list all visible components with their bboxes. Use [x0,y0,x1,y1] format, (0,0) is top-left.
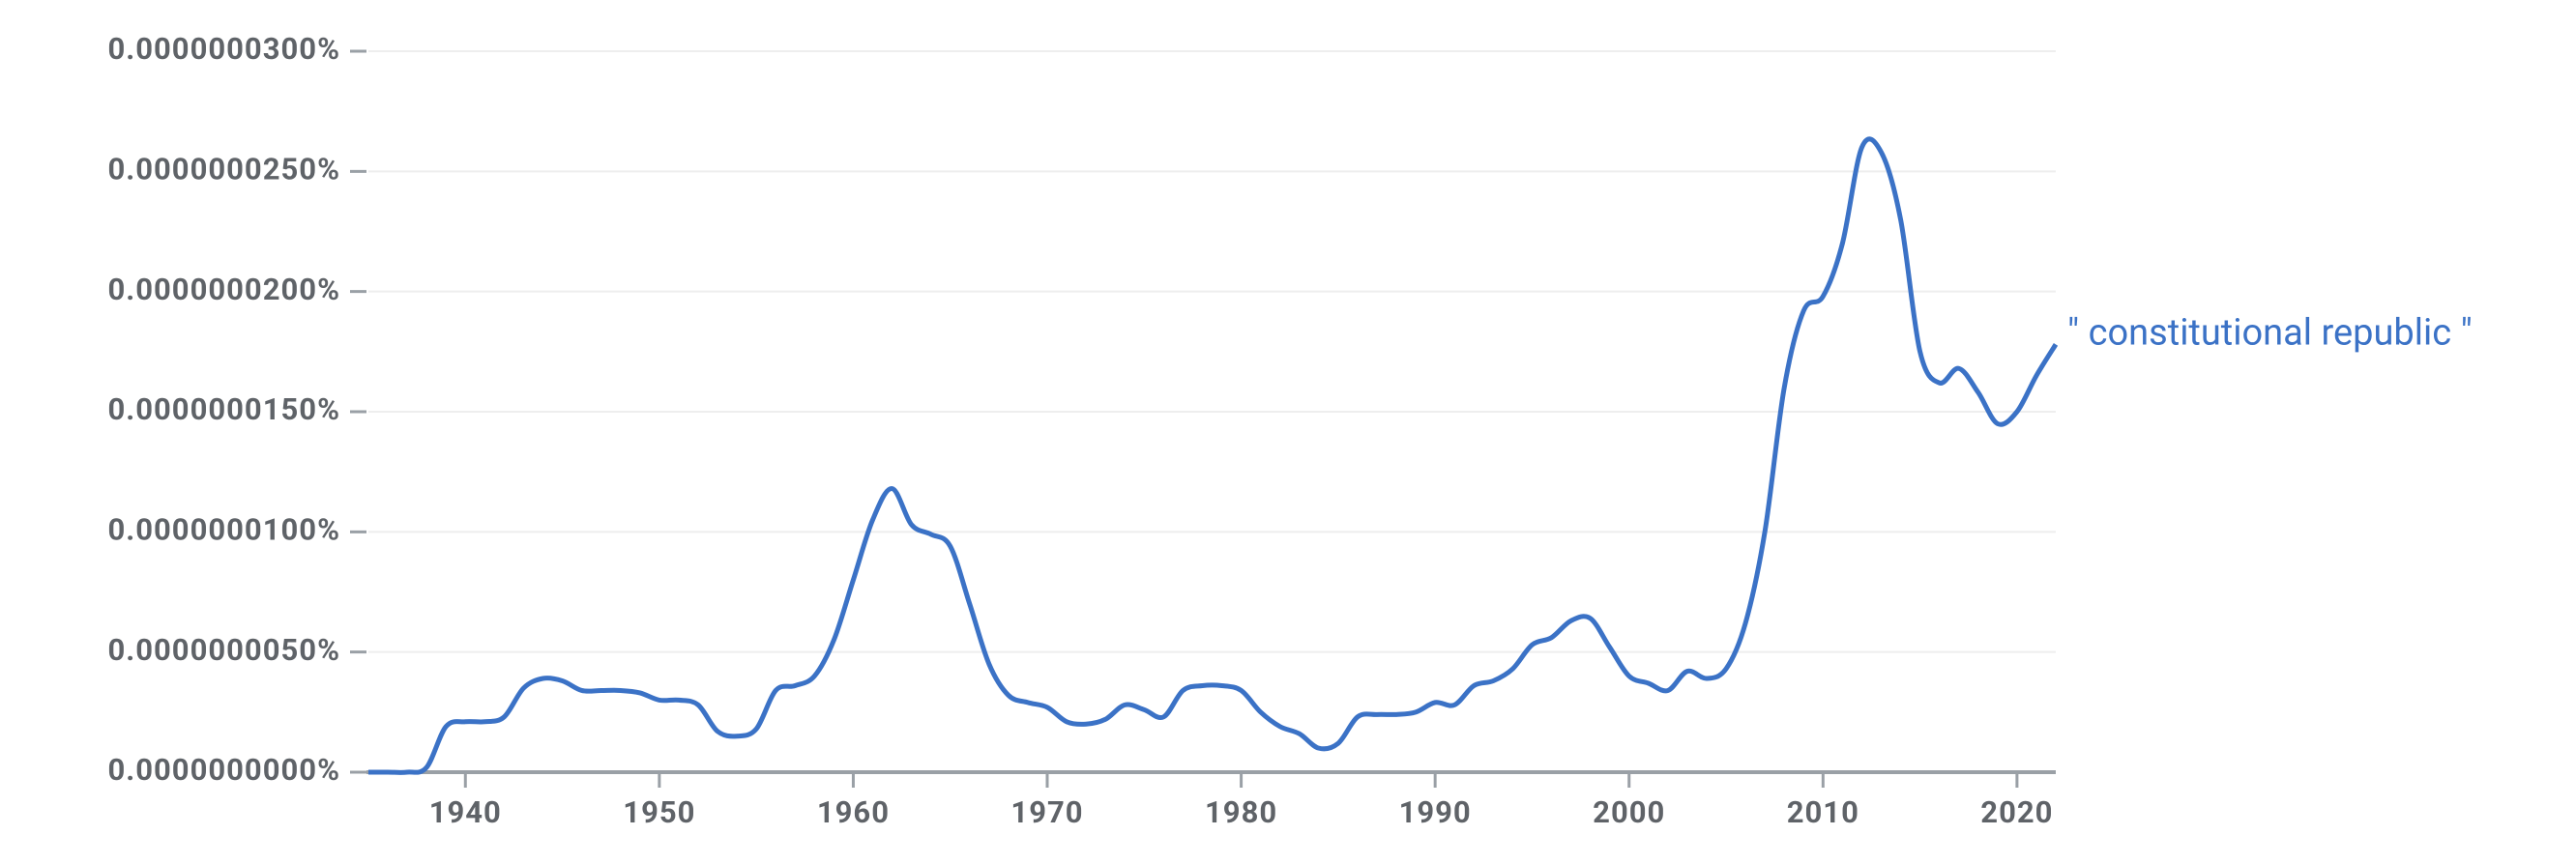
series-line [367,136,2059,775]
y-tick-label: 0.0000000050% [107,632,340,668]
x-tick-label: 2000 [1593,794,1665,830]
y-tick-label: 0.0000000100% [107,512,340,548]
x-tick-label: 2020 [1980,794,2053,830]
y-tick-label: 0.0000000200% [107,272,340,307]
x-tick-label: 1960 [817,794,890,830]
y-tick-label: 0.0000000150% [107,391,340,427]
x-tick-label: 1980 [1205,794,1277,830]
y-tick-label: 0.0000000300% [107,31,340,67]
x-tick-label: 1970 [1010,794,1083,830]
x-tick-label: 2010 [1787,794,1859,830]
x-tick-label: 1990 [1399,794,1472,830]
series-label: " constitutional republic " [2067,311,2473,354]
x-tick-label: 1940 [429,794,502,830]
y-tick-label: 0.0000000250% [107,152,340,187]
x-tick-label: 1950 [623,794,695,830]
y-tick-label: 0.0000000000% [107,752,340,788]
